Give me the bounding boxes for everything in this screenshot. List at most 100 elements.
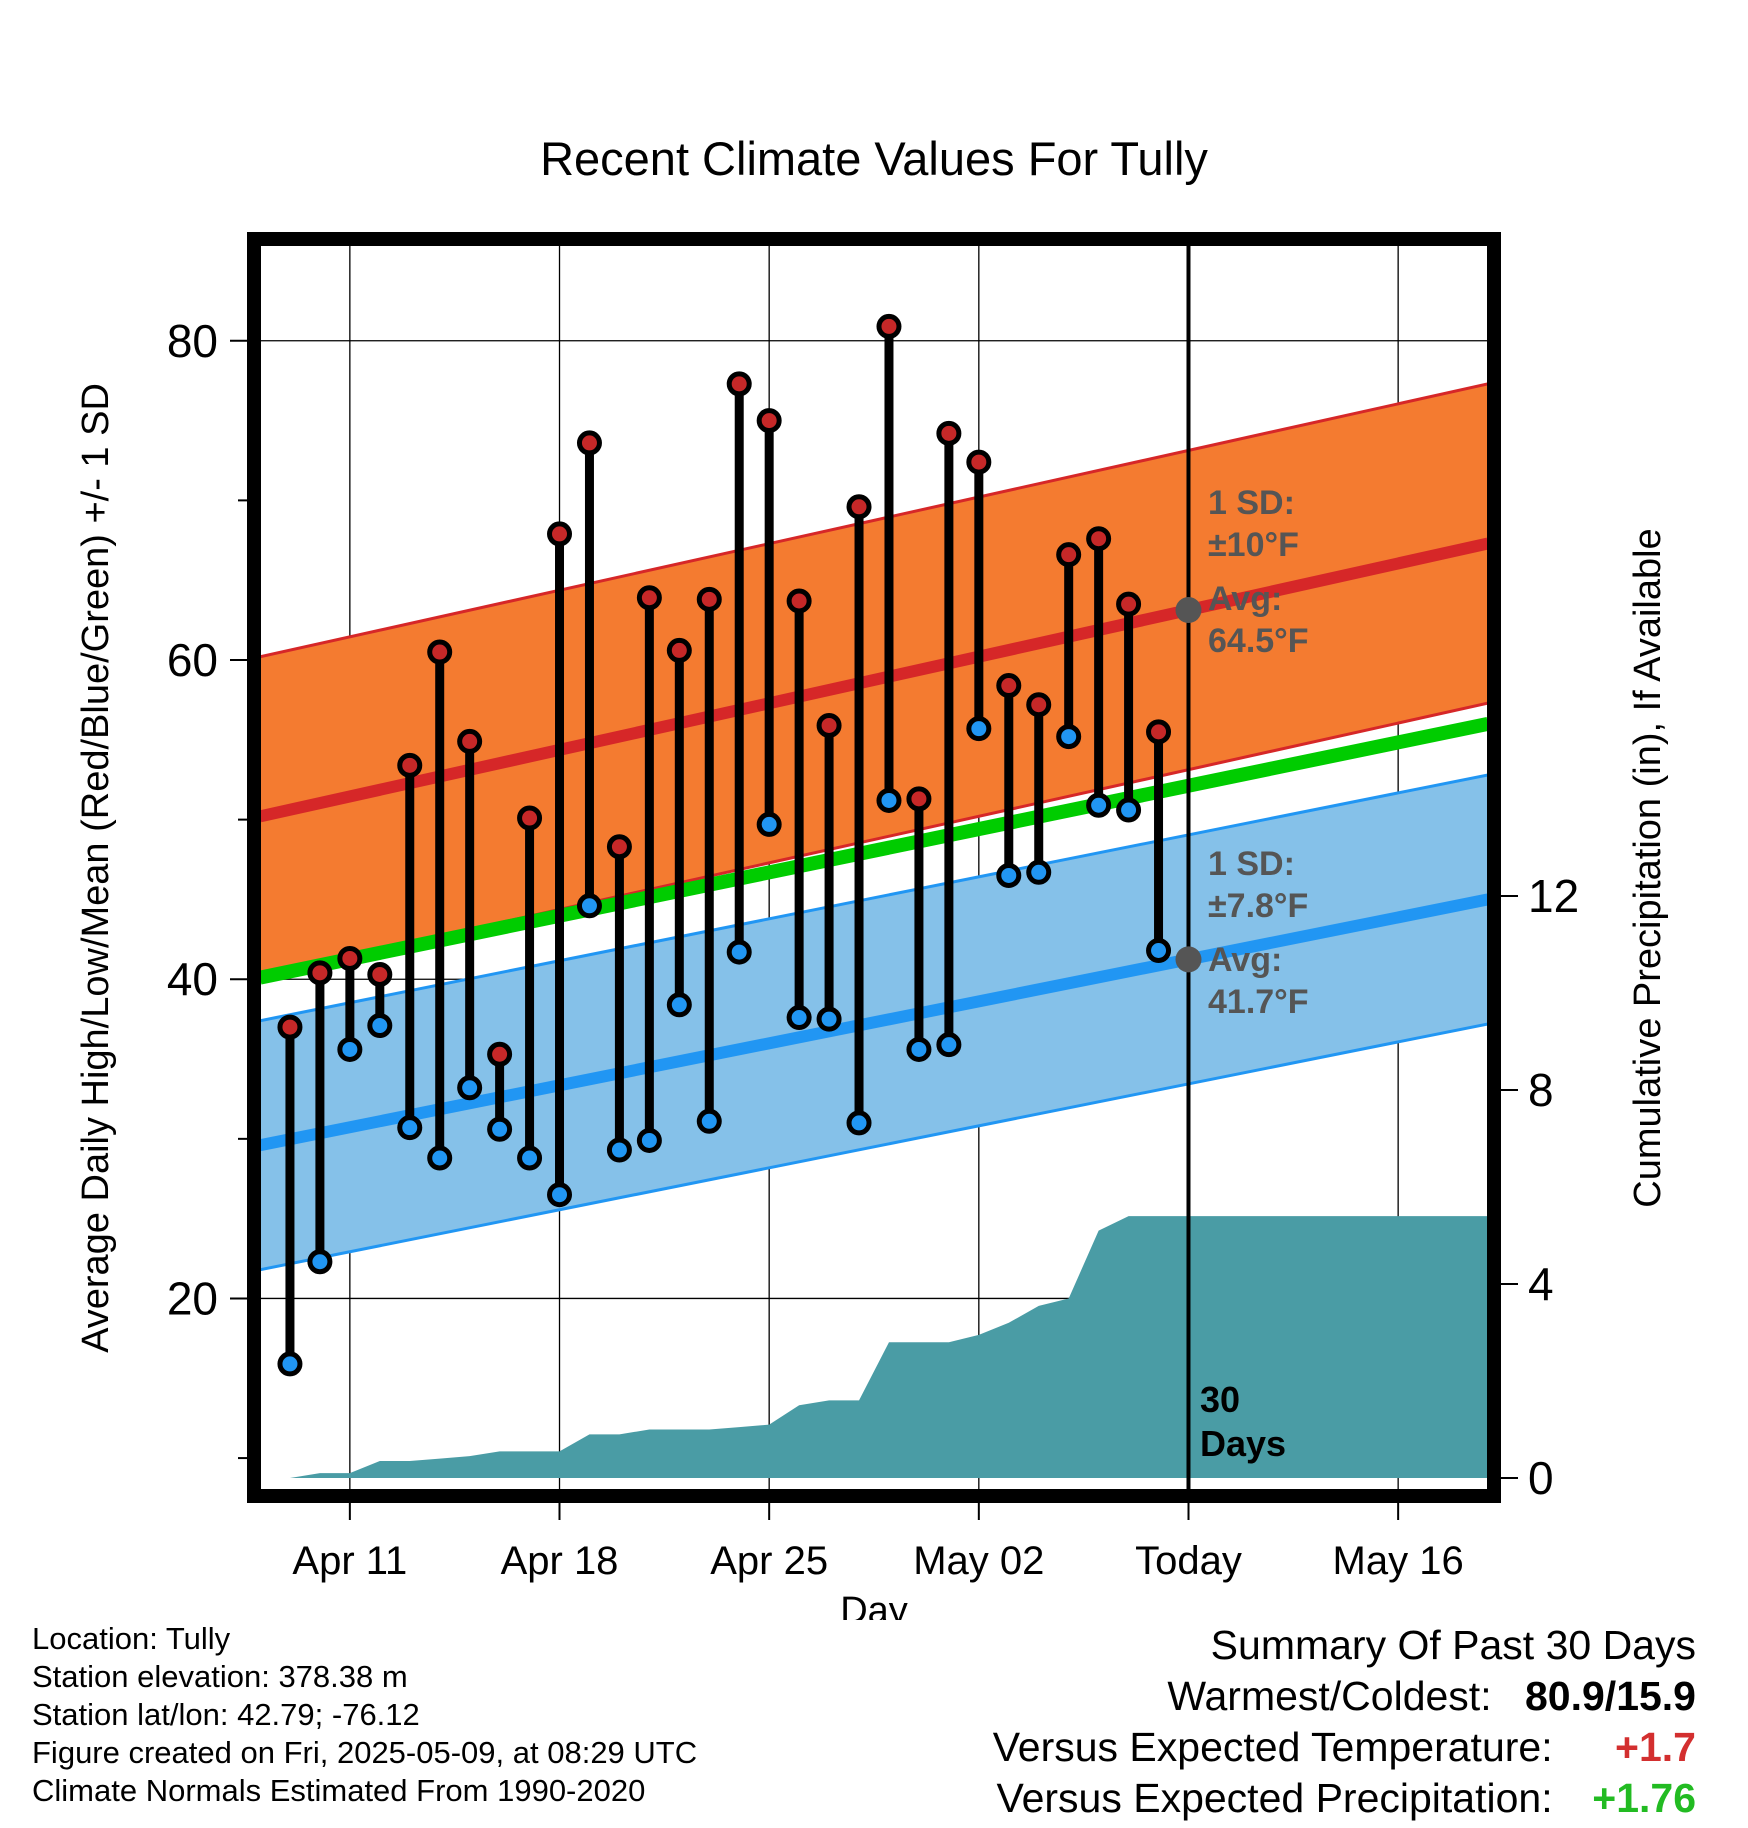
low-sd-value: ±7.8°F [1208,887,1308,925]
y-tick-label: 40 [167,953,218,1005]
low-point [936,1032,962,1058]
high-point [696,586,722,612]
elevation-text: Station elevation: 378.38 m [32,1659,408,1694]
y2-axis-label: Cumulative Precipitation (in), If Availa… [1627,528,1669,1207]
low-point [547,1182,573,1208]
low-point [277,1351,303,1377]
x-tick-label: Apr 11 [292,1539,407,1583]
high-sd-value: ±10°F [1208,526,1299,564]
low-sd-label: 1 SD: [1208,845,1295,883]
low-point [517,1145,543,1171]
high-point [606,834,632,860]
high-point [576,430,602,456]
normal-low-lower-edge [260,1022,1488,1272]
y2-tick-label: 4 [1528,1258,1554,1310]
low-point [1116,797,1142,823]
low-avg-value: 41.7°F [1208,983,1309,1021]
high-point [666,637,692,663]
low-point [726,939,752,965]
low-point [487,1116,513,1142]
low-point [397,1115,423,1141]
x-axis-label: Day [840,1590,908,1620]
summary-temp-row: Versus Expected Temperature: +1.7 [796,1722,1696,1773]
normal-high-mean-line [260,537,1488,823]
high-point [876,313,902,339]
low-point [1026,859,1052,885]
low-point [1056,724,1082,750]
low-point [756,811,782,837]
normals-text: Climate Normals Estimated From 1990-2020 [32,1773,646,1808]
low-point [427,1145,453,1171]
high-point [307,960,333,986]
low-point [457,1075,483,1101]
high-point [427,639,453,665]
climate-chart: Recent Climate Values For Tully Average … [75,132,1669,1620]
latlon-text: Station lat/lon: 42.79; -76.12 [32,1697,420,1732]
low-point [666,992,692,1018]
low-point [367,1013,393,1039]
y2-tick-label: 12 [1528,870,1579,922]
high-point [517,805,543,831]
high-sd-label: 1 SD: [1208,484,1295,522]
today-low-marker [1175,946,1202,973]
created-text: Figure created on Fri, 2025-05-09, at 08… [32,1735,698,1770]
high-point [277,1014,303,1040]
high-point [1026,692,1052,718]
warmest-value: 80.9/15.9 [1525,1673,1696,1719]
temp-label: Versus Expected Temperature: [992,1724,1553,1770]
y-tick-label: 20 [167,1272,218,1324]
high-point [756,408,782,434]
high-point [786,588,812,614]
summary-panel: Summary Of Past 30 Days Warmest/Coldest:… [796,1620,1696,1824]
high-point [816,712,842,738]
days-label: Days [1200,1423,1286,1464]
low-point [996,862,1022,888]
days-count: 30 [1200,1379,1240,1420]
location-text: Location: Tully [32,1621,231,1656]
low-point [337,1036,363,1062]
today-high-marker [1175,597,1202,624]
low-point [696,1108,722,1134]
high-point [1086,526,1112,552]
precip-value: +1.76 [1592,1775,1696,1821]
high-point [966,449,992,475]
high-avg-value: 64.5°F [1208,622,1309,660]
low-avg-label: Avg: [1208,941,1282,979]
y-axis-label: Average Daily High/Low/Mean (Red/Blue/Gr… [75,383,117,1353]
low-point [966,716,992,742]
normal-high-upper-edge [260,382,1488,659]
high-point [996,673,1022,699]
y2-tick-label: 8 [1528,1064,1554,1116]
x-tick-label: May 02 [913,1539,1044,1583]
low-point [636,1127,662,1153]
low-point [1086,792,1112,818]
high-point [936,420,962,446]
precipitation-area [260,1216,1488,1478]
high-point [337,945,363,971]
low-point [576,893,602,919]
plot-frame [247,232,1501,1503]
low-point [307,1249,333,1275]
low-point [906,1036,932,1062]
y2-tick-label: 0 [1528,1452,1554,1504]
x-tick-label: Apr 25 [710,1539,828,1583]
low-point [606,1137,632,1163]
station-info: Location: Tully Station elevation: 378.3… [32,1620,852,1810]
warmest-label: Warmest/Coldest: [1167,1673,1492,1719]
normal-low-mean-line [260,893,1488,1152]
high-point [487,1041,513,1067]
high-point [1116,591,1142,617]
high-point [1056,542,1082,568]
normal-low-upper-edge [260,773,1488,1023]
high-point [367,961,393,987]
high-point [846,494,872,520]
high-point [457,728,483,754]
high-avg-label: Avg: [1208,580,1282,618]
summary-warmest-row: Warmest/Coldest: 80.9/15.9 [796,1671,1696,1722]
y-tick-label: 60 [167,634,218,686]
plot-area [260,245,1488,1490]
high-point [547,521,573,547]
x-tick-label: May 16 [1333,1539,1464,1583]
precip-label: Versus Expected Precipitation: [996,1775,1553,1821]
low-point [816,1006,842,1032]
